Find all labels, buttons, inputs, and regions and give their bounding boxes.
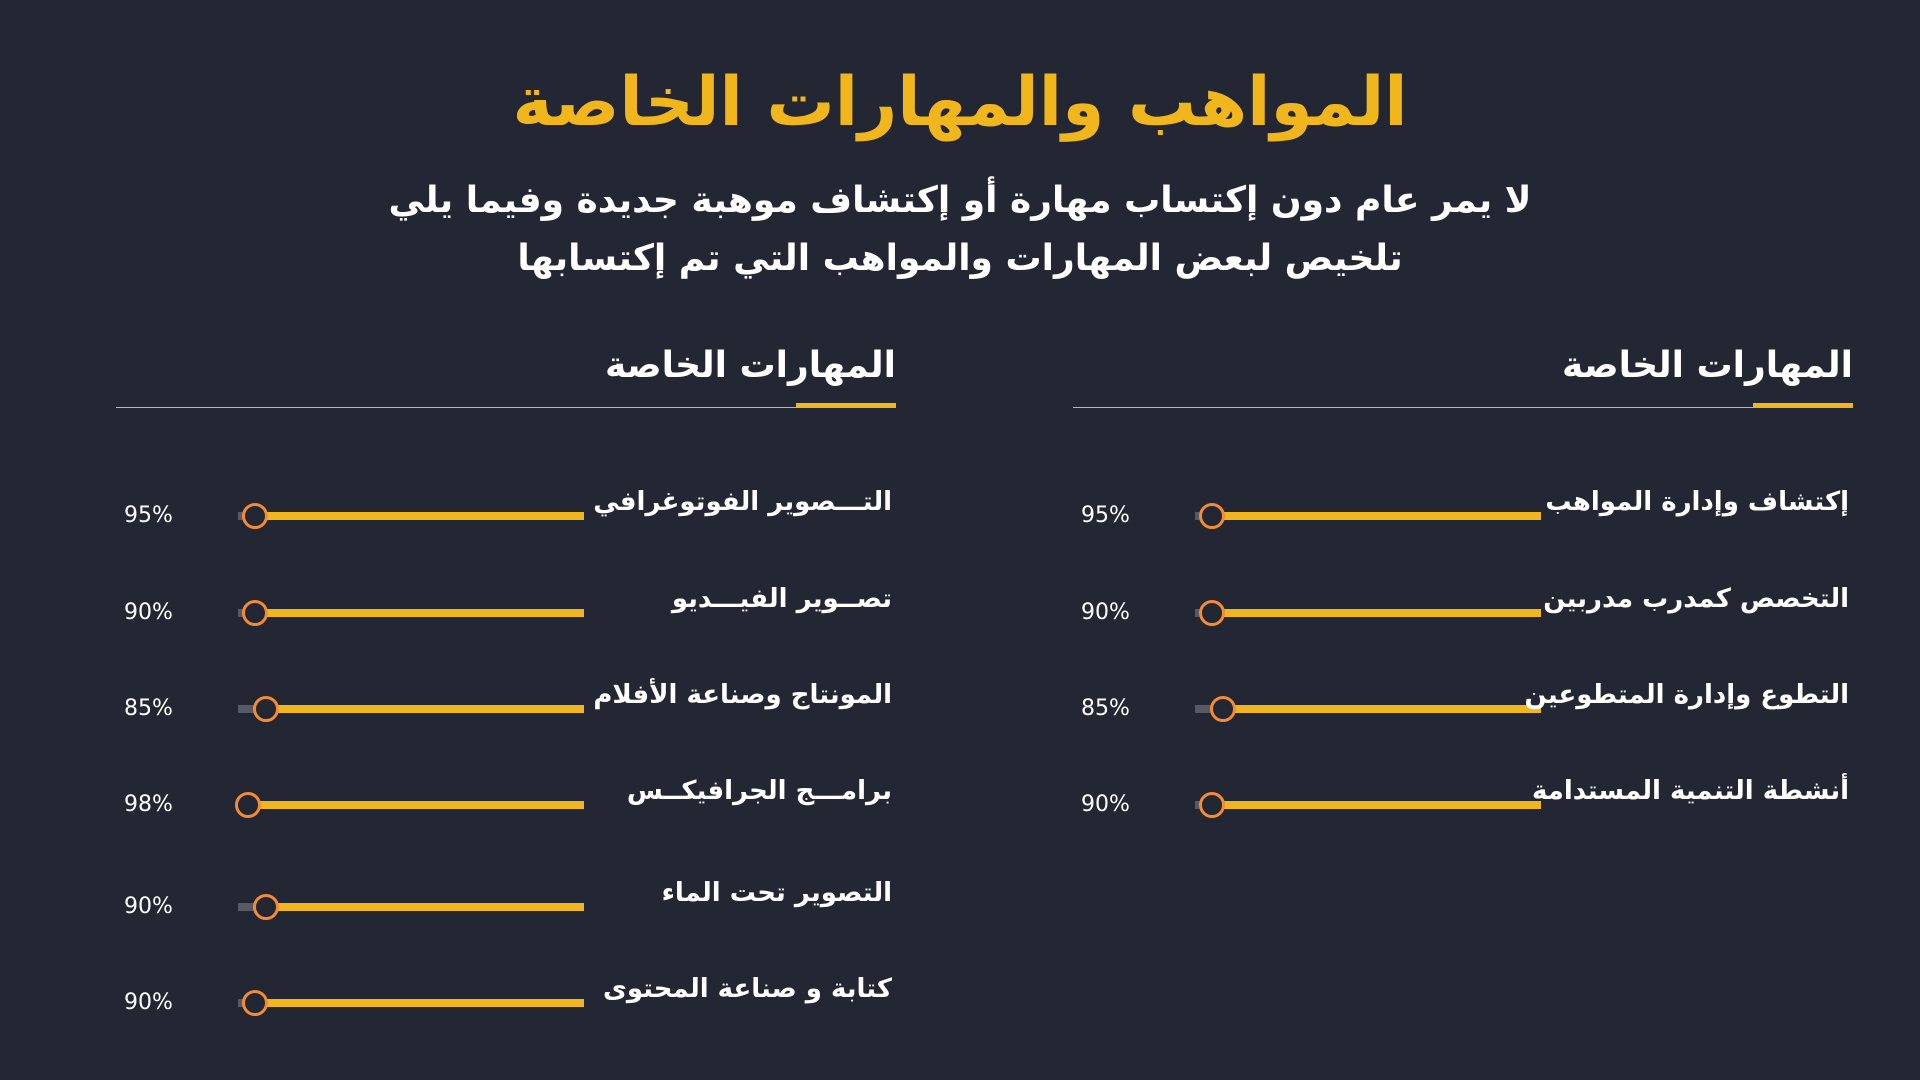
skill-row: 90% أنشطة التنمية المستدامة [1073,776,1853,824]
skill-percent: 95% [1081,503,1130,528]
section-heading: المهارات الخاصة [605,345,896,386]
skill-row: 85% التطوع وإدارة المتطوعين [1073,680,1853,728]
skill-bar-knob[interactable] [1199,503,1226,529]
skill-bar-track [235,792,584,818]
skill-row: 85% المونتاج وصناعة الأفلام [116,680,896,728]
skill-bar-knob[interactable] [242,600,269,626]
skill-bar-track [238,894,584,920]
skill-bar-fill [1212,512,1541,520]
skill-bar-fill [248,801,584,809]
skill-label: برامـــج الجرافيكــس [626,776,892,806]
skill-bar-track [238,990,584,1016]
skill-bar-knob[interactable] [242,503,269,529]
skill-bar-fill [255,609,584,617]
skill-row: 95% إكتشاف وإدارة المواهب [1073,487,1853,535]
skill-label: التصوير تحت الماء [661,878,892,908]
skill-bar-track [1195,600,1541,626]
skill-row: 90% كتابة و صناعة المحتوى [116,974,896,1022]
section-heading: المهارات الخاصة [1562,345,1853,386]
skill-row: 95% التـــصوير الفوتوغرافي [116,487,896,535]
skill-bar-track [238,503,584,529]
skill-bar-track [238,696,584,722]
skill-bar-fill [1212,609,1541,617]
skill-row: 90% التخصص كمدرب مدربين [1073,584,1853,632]
skill-bar-track [1195,792,1541,818]
skill-percent: 95% [124,503,173,528]
skill-row: 98% برامـــج الجرافيكــس [116,776,896,824]
skill-bar-knob[interactable] [252,696,279,722]
skill-bar-knob[interactable] [235,792,262,818]
skill-label: التطوع وإدارة المتطوعين [1524,680,1849,710]
skill-label: تصــوير الفيـــديو [671,584,892,614]
skill-bar-track [1195,696,1541,722]
skill-label: التـــصوير الفوتوغرافي [593,487,892,517]
skill-bar-fill [255,512,584,520]
skill-bar-fill [265,705,584,713]
skill-percent: 85% [124,696,173,721]
skill-percent: 90% [124,990,173,1015]
skill-bar-fill [1222,705,1541,713]
skill-percent: 90% [1081,792,1130,817]
skill-percent: 90% [124,894,173,919]
skill-bar-knob[interactable] [252,894,279,920]
section-divider [116,407,896,408]
skill-bar-knob[interactable] [242,990,269,1016]
skill-percent: 90% [1081,600,1130,625]
skill-percent: 90% [124,600,173,625]
skills-section-right: المهارات الخاصة 95% إكتشاف وإدارة المواه… [1073,0,1853,1080]
skill-label: أنشطة التنمية المستدامة [1531,776,1849,806]
skill-label: المونتاج وصناعة الأفلام [593,680,892,710]
skill-row: 90% التصوير تحت الماء [116,878,896,926]
skill-bar-fill [1212,801,1541,809]
skill-bar-knob[interactable] [1199,600,1226,626]
page-subtitle: لا يمر عام دون إكتساب مهارة أو إكتشاف مو… [388,180,1532,279]
skill-label: كتابة و صناعة المحتوى [603,974,892,1004]
skill-row: 90% تصــوير الفيـــديو [116,584,896,632]
skill-percent: 85% [1081,696,1130,721]
skill-bar-fill [265,903,584,911]
skill-bar-track [1195,503,1541,529]
skill-bar-knob[interactable] [1199,792,1226,818]
skills-section-left: المهارات الخاصة 95% التـــصوير الفوتوغرا… [116,0,896,1080]
skill-label: التخصص كمدرب مدربين [1543,584,1849,614]
skill-percent: 98% [124,792,173,817]
skill-bar-knob[interactable] [1209,696,1236,722]
skill-bar-track [238,600,584,626]
page-title: المواهب والمهارات الخاصة [512,63,1408,142]
section-heading-underline [1753,403,1853,408]
skill-label: إكتشاف وإدارة المواهب [1545,487,1849,517]
skill-bar-fill [255,999,584,1007]
section-divider [1073,407,1853,408]
section-heading-underline [796,403,896,408]
